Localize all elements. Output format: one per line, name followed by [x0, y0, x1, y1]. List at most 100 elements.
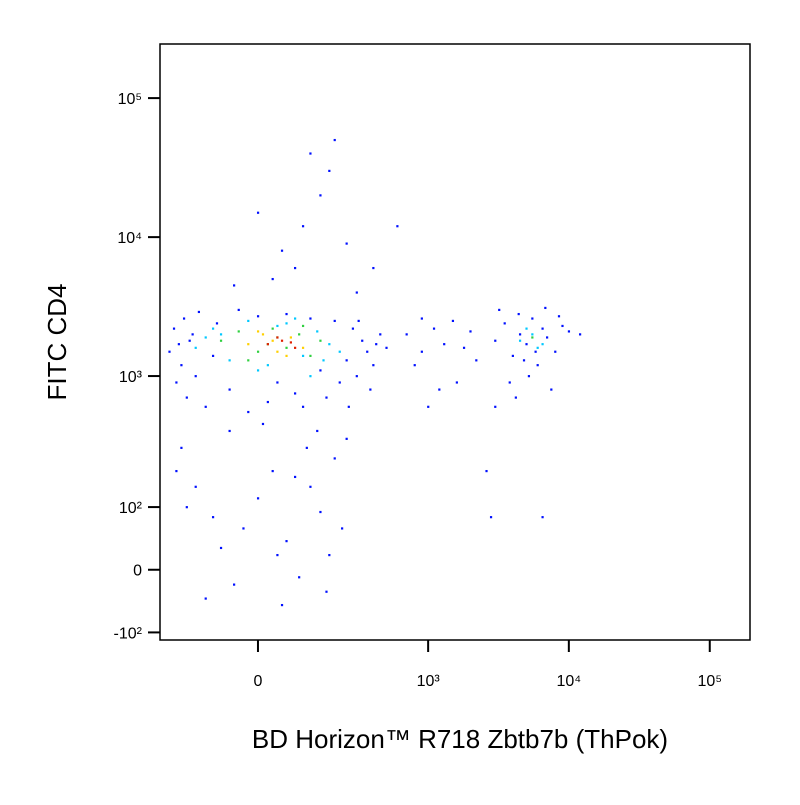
dot — [554, 350, 557, 353]
dot — [561, 324, 564, 328]
x-tick-label: 10³ — [417, 673, 441, 690]
dot — [333, 457, 336, 460]
y-axis-title: FITC CD4 — [42, 284, 72, 401]
dot — [355, 291, 358, 294]
dot — [191, 333, 194, 336]
dot — [293, 392, 297, 395]
dot — [219, 339, 223, 342]
dot — [345, 242, 348, 245]
dot — [285, 312, 288, 316]
x-tick-label: 10⁵ — [698, 673, 722, 690]
dot — [233, 284, 236, 287]
dot — [385, 346, 388, 349]
dot — [285, 346, 288, 349]
dot — [451, 319, 455, 323]
dot — [475, 359, 478, 362]
dot — [305, 446, 308, 449]
y-tick-label: 10⁵ — [118, 91, 142, 108]
dot — [494, 339, 497, 342]
dot — [301, 354, 305, 357]
dot — [293, 475, 297, 479]
dot — [261, 422, 265, 426]
dot — [372, 266, 375, 270]
dot — [319, 194, 322, 197]
dot — [328, 169, 331, 172]
dot — [289, 336, 292, 339]
dot — [298, 576, 301, 579]
dot — [204, 597, 207, 600]
dot — [567, 330, 571, 333]
dot — [276, 324, 279, 328]
dot — [355, 375, 358, 378]
dot — [211, 516, 215, 519]
dot — [237, 330, 240, 333]
dot — [544, 306, 547, 310]
dot — [347, 405, 350, 408]
dot — [293, 317, 297, 320]
x-axis-title: BD Horizon™ R718 Zbtb7b (ThPok) — [252, 724, 668, 754]
dot — [531, 336, 534, 339]
dot — [432, 327, 436, 330]
dot — [503, 322, 506, 325]
dot — [242, 527, 245, 530]
dot — [276, 350, 279, 353]
dot — [256, 315, 260, 318]
dot — [247, 359, 250, 362]
dot — [319, 369, 322, 372]
dot — [405, 333, 408, 336]
dot — [266, 400, 269, 404]
dot — [301, 405, 305, 408]
dot — [285, 354, 288, 357]
dot — [280, 339, 284, 342]
dot — [518, 333, 522, 336]
dot — [508, 381, 511, 384]
dot — [271, 327, 274, 330]
x-tick-label: 10⁴ — [556, 673, 581, 690]
dot — [175, 469, 178, 473]
dot — [194, 375, 197, 378]
dot — [396, 225, 399, 228]
dot — [285, 322, 288, 325]
dot — [443, 343, 446, 346]
dot — [345, 437, 348, 440]
dot — [175, 381, 178, 384]
y-tick-label: 0 — [133, 563, 142, 580]
dot — [293, 266, 297, 270]
dot — [345, 359, 348, 362]
dot — [333, 138, 336, 142]
dot — [469, 330, 472, 333]
dot — [485, 469, 488, 473]
dot — [322, 359, 325, 362]
dot — [261, 333, 265, 336]
dot — [182, 317, 186, 320]
dot — [180, 446, 183, 449]
dot — [420, 317, 423, 320]
dot — [420, 350, 423, 353]
y-tick-label: 10³ — [119, 369, 143, 386]
dot — [247, 343, 250, 346]
dot — [338, 350, 341, 353]
dot — [247, 410, 250, 414]
dot — [489, 516, 493, 519]
dot — [455, 381, 458, 384]
dot — [301, 225, 305, 228]
dot — [534, 350, 537, 353]
dot — [309, 485, 312, 488]
dot — [180, 364, 183, 367]
dot — [194, 346, 197, 349]
dot — [527, 375, 531, 378]
dot — [517, 312, 520, 316]
dot — [525, 327, 528, 330]
dot — [188, 339, 191, 342]
dot — [531, 333, 534, 336]
dot — [525, 343, 528, 346]
dot — [319, 339, 322, 342]
dot — [289, 341, 292, 344]
dot — [256, 369, 260, 372]
dot — [285, 540, 288, 543]
dot — [256, 350, 260, 353]
y-tick-label: 10² — [119, 500, 143, 517]
dot — [185, 396, 188, 399]
dot — [511, 354, 514, 357]
